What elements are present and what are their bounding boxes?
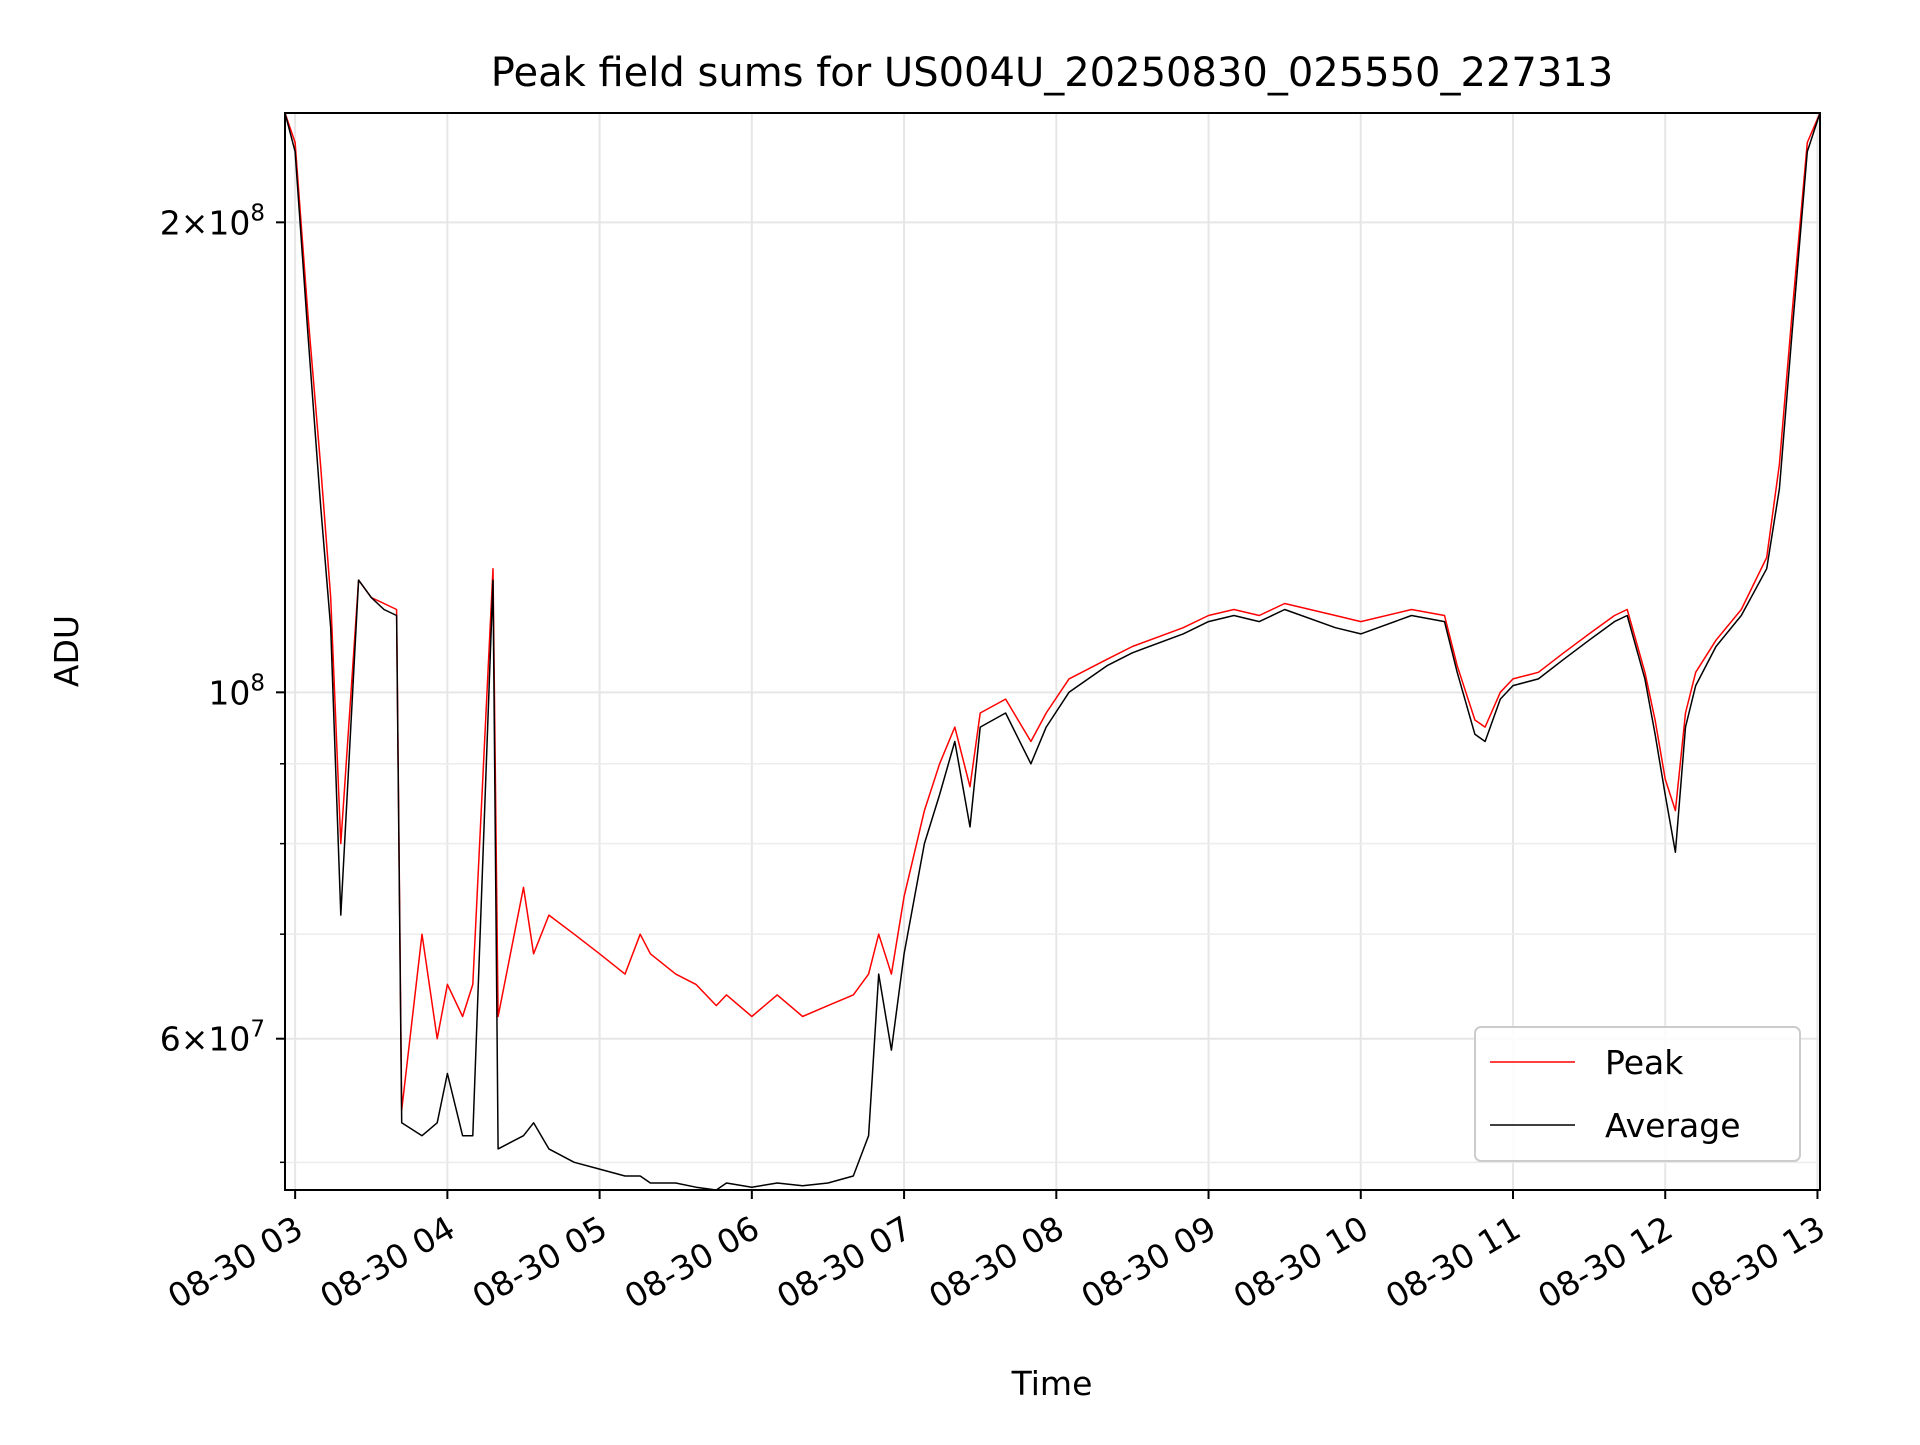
series-line-peak — [284, 112, 1821, 1111]
y-tick-label: 108 — [208, 670, 265, 712]
grid-layer — [285, 113, 1820, 1190]
x-axis-label: Time — [1011, 1364, 1093, 1403]
y-axis-label: ADU — [47, 615, 86, 687]
legend-box — [1474, 1026, 1801, 1162]
y-tick-label: 6×107 — [160, 1017, 265, 1059]
legend-label-peak: Peak — [1605, 1043, 1684, 1082]
plot-frame — [284, 112, 1821, 1191]
series-layer — [284, 112, 1821, 1191]
y-tick-label: 2×108 — [160, 200, 265, 242]
chart-title: Peak field sums for US004U_20250830_0255… — [491, 50, 1613, 96]
legend: Peak Average — [1474, 1026, 1801, 1162]
series-line-average — [284, 112, 1821, 1191]
legend-label-average: Average — [1605, 1106, 1741, 1145]
